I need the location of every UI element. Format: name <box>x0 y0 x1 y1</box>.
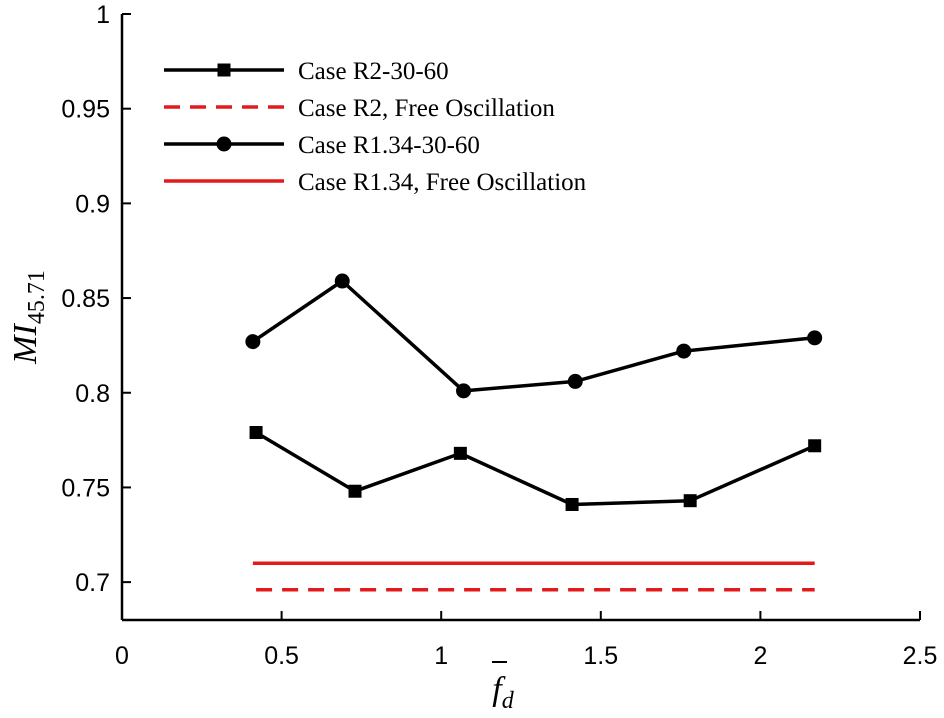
x-tick-label-2: 1 <box>434 642 448 670</box>
legend-marker-2 <box>216 136 232 152</box>
legend-label-0: Case R2-30-60 <box>298 58 449 85</box>
axes-layer: 0.7 0.75 0.8 0.85 0.9 0.95 1 0 0.5 1 1.5 2 2.5 <box>61 1 937 670</box>
y-tick-label-2: 0.8 <box>75 380 110 408</box>
x-tick-label-1: 0.5 <box>264 642 299 670</box>
data-point-0-0 <box>249 426 263 440</box>
axis-labels: fd MI45.71 <box>7 270 515 714</box>
series-layer <box>245 273 823 592</box>
x-tick-label-5: 2.5 <box>903 642 938 670</box>
data-point-0-2 <box>453 446 467 460</box>
legend-label-3: Case R1.34, Free Oscillation <box>298 169 587 196</box>
data-point-2-0 <box>245 334 261 350</box>
x-axis-label: fd <box>492 671 514 714</box>
data-point-2-1 <box>334 273 350 289</box>
x-tick-label-0: 0 <box>115 642 129 670</box>
data-point-2-4 <box>676 343 692 359</box>
data-point-2-2 <box>456 383 472 399</box>
legend: Case R2-30-60 Case R2, Free Oscillation Ca… <box>164 58 587 196</box>
data-point-0-1 <box>348 484 362 498</box>
data-point-0-4 <box>683 494 697 508</box>
y-axis-label-base: MI <box>7 323 44 365</box>
y-tick-label-6: 1 <box>96 1 110 29</box>
legend-marker-0 <box>217 63 231 77</box>
y-axis-label-subscript: 45.71 <box>24 270 50 324</box>
data-point-2-3 <box>567 373 583 389</box>
data-point-0-3 <box>565 497 579 511</box>
x-axis-label-subscript: d <box>502 688 515 714</box>
series-line-0 <box>255 430 816 507</box>
y-tick-label-4: 0.9 <box>75 190 110 218</box>
data-point-2-5 <box>807 330 823 346</box>
data-point-0-5 <box>808 439 822 453</box>
y-tick-label-3: 0.85 <box>61 285 110 313</box>
x-tick-label-4: 2 <box>753 642 767 670</box>
y-tick-label-1: 0.75 <box>61 474 110 502</box>
y-axis-label: MI45.71 <box>7 270 50 365</box>
legend-label-2: Case R1.34-30-60 <box>298 132 480 159</box>
x-tick-label-3: 1.5 <box>583 642 618 670</box>
y-tick-label-5: 0.95 <box>61 96 110 124</box>
series-line-2 <box>251 279 815 393</box>
y-tick-label-0: 0.7 <box>75 569 110 597</box>
legend-label-1: Case R2, Free Oscillation <box>298 95 555 122</box>
